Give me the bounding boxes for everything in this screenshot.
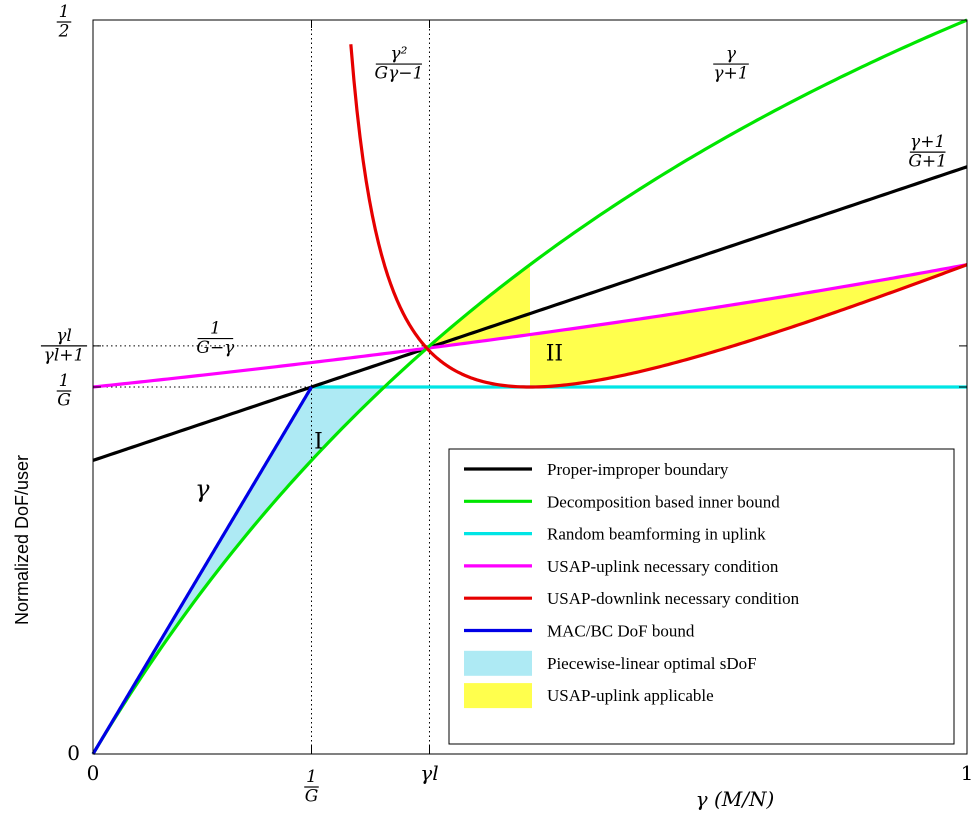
y-tick-label-denominator: 2 (58, 21, 70, 41)
curve-annotation-4-denominator: G−γ (196, 338, 235, 358)
regions-layer (93, 264, 967, 754)
curve-annotation-4-numerator: 1 (210, 319, 221, 339)
x-axis-label: γ (M/N) (696, 787, 775, 811)
curve-annotation-2: γγ+1 (713, 44, 749, 83)
y-tick-label-denominator: γl+1 (44, 345, 85, 365)
legend-label-usap-uplink-applicable: USAP-uplink applicable (547, 686, 714, 705)
y-axis-label: Normalized DoF/user (12, 455, 32, 625)
y-tick-label-numerator: γl (56, 326, 72, 346)
region-label-II: II (546, 342, 563, 367)
series-decomposition-based-inner-bound (91, 18, 968, 755)
y-tick-label-denominator: G (57, 390, 71, 410)
legend-box (448, 448, 955, 745)
curve-annotation-1-numerator: γ² (390, 44, 407, 64)
y-tick-label-numerator: 1 (59, 2, 70, 22)
y-tick-label: 0 (67, 741, 80, 765)
x-tick-label: γl (420, 761, 438, 785)
y-tick-label: 12 (56, 2, 72, 41)
legend-swatch-piecewise-linear-optimal-sdof (464, 650, 532, 676)
series-proper-improper-boundary (92, 165, 968, 462)
x-tick-label-numerator: 1 (306, 767, 317, 787)
x-tick-label: 1 (961, 761, 973, 785)
y-tick-label-numerator: 1 (59, 371, 70, 391)
x-tick-label: 1G (304, 767, 319, 806)
legend-label-random-beamforming-in-uplink: Random beamforming in uplink (547, 525, 766, 544)
curve-annotation-2-denominator: γ+1 (713, 63, 748, 83)
series-usap-downlink-necessary-condition (349, 44, 968, 389)
y-tick-label: 1G (56, 371, 72, 410)
curve-annotation-3-numerator: γ+1 (910, 132, 945, 152)
curve-annotation-2-numerator: γ (726, 44, 737, 64)
x-tick-label: 0 (87, 761, 100, 785)
curve-annotation-0: γ (195, 475, 210, 503)
legend-label-usap-downlink-necessary-condition: USAP-downlink necessary condition (547, 589, 800, 608)
series-mac-bc-dof-bound (91, 386, 313, 755)
series-layer (91, 18, 968, 755)
series-usap-uplink-necessary-condition (92, 263, 968, 389)
legend-label-proper-improper-boundary: Proper-improper boundary (547, 460, 729, 479)
x-tick-label-denominator: G (305, 786, 319, 806)
legend: Proper-improper boundary Decomposition ba… (448, 448, 955, 745)
curve-annotation-3-denominator: G+1 (908, 152, 947, 172)
legend-swatch-usap-uplink-applicable (464, 683, 532, 709)
region-usap-uplink-applicable (429, 264, 967, 387)
legend-label-mac-bc-dof-bound: MAC/BC DoF bound (547, 622, 695, 641)
curve-annotation-4: 1G−γ (196, 319, 235, 358)
legend-label-piecewise-linear-optimal-sdof: Piecewise-linear optimal sDoF (547, 654, 757, 673)
reference-lines (93, 20, 430, 754)
legend-label-usap-uplink-necessary-condition: USAP-uplink necessary condition (547, 557, 779, 576)
curve-annotation-1-denominator: Gγ−1 (374, 63, 423, 83)
legend-label-decomposition-based-inner-bound: Decomposition based inner bound (547, 492, 780, 511)
curve-annotation-3: γ+1G+1 (908, 132, 947, 171)
region-label-I: I (314, 430, 323, 455)
